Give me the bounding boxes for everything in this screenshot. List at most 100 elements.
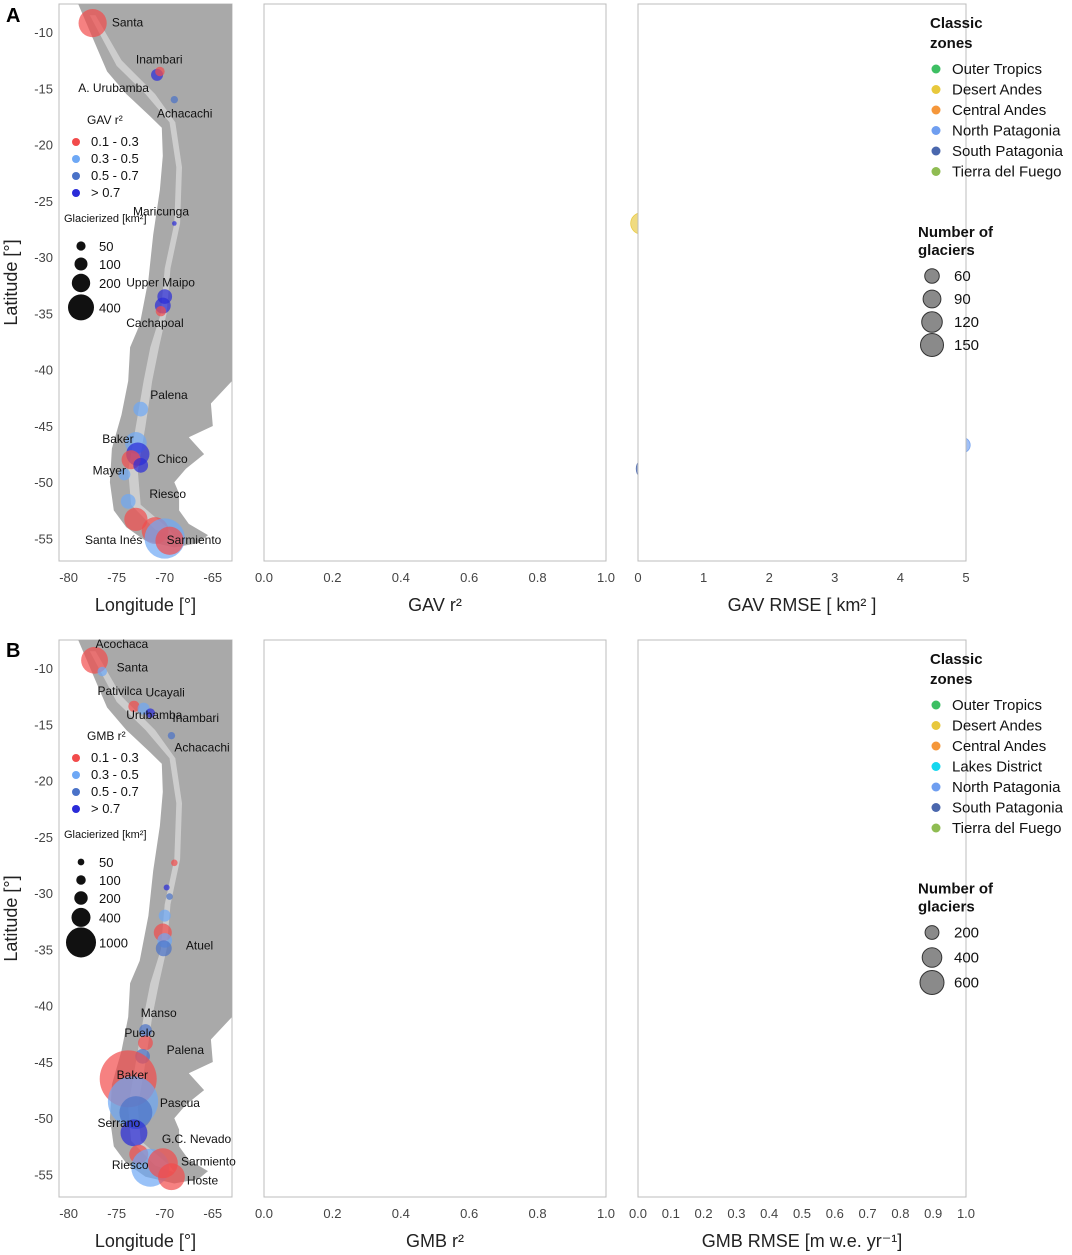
lat-tick-label: -25	[34, 830, 53, 845]
lon-tick-label: -75	[107, 1206, 126, 1221]
map-bubble	[170, 95, 179, 104]
map-bubble	[120, 494, 136, 509]
zone-label: Desert Andes	[952, 82, 1042, 99]
map-label: Achacachi	[174, 740, 229, 754]
land-mass	[59, 640, 232, 1184]
count-size-swatch	[921, 947, 943, 968]
map-label: Serrano	[97, 1116, 140, 1130]
zone-label: Outer Tropics	[952, 697, 1042, 714]
glacierized-size-label: 1000	[99, 935, 128, 950]
zone-legend-title: zones	[930, 35, 973, 52]
glacierized-size-swatch	[71, 907, 91, 927]
map-r2-legend-title: GAV r²	[87, 113, 123, 127]
map-label: Inambari	[136, 53, 183, 67]
lon-tick-label: -70	[155, 570, 174, 585]
glacierized-size-swatch	[68, 294, 94, 321]
x-axis-label: GAV r²	[408, 595, 462, 615]
map-bubble	[128, 700, 140, 713]
glacierized-size-label: 200	[99, 276, 121, 291]
x-tick-label: 0.3	[727, 1206, 745, 1221]
x-tick-label: 0.0	[629, 1206, 647, 1221]
count-size-label: 60	[954, 268, 971, 285]
map-bubble	[139, 1024, 152, 1037]
map-label: Baker	[117, 1068, 148, 1082]
zone-swatch	[931, 64, 941, 74]
lat-axis: -10 -15 -20 -25 -30 -35 -40 -45 -50 -55 Latitude […	[1, 25, 53, 546]
map-label: Manso	[141, 1006, 177, 1020]
lat-tick-label: -40	[34, 999, 53, 1014]
r2-class-label: 0.5 - 0.7	[91, 168, 139, 183]
map-label: Achacachi	[157, 107, 212, 121]
plot-frame	[263, 639, 607, 1198]
lat-tick-label: -30	[34, 886, 53, 901]
lat-tick-label: -50	[34, 1111, 53, 1126]
lat-tick-label: -30	[34, 250, 53, 265]
count-legend-title: Number of	[918, 224, 994, 241]
x-tick-label: 0.1	[662, 1206, 680, 1221]
x-tick-label: 0.4	[392, 570, 410, 585]
zone-swatch	[931, 105, 941, 115]
count-legend-title: Number of	[918, 881, 994, 898]
map-bubble	[155, 940, 172, 957]
map-bubble	[155, 526, 184, 555]
map-label: G.C. Nevado	[162, 1132, 232, 1146]
map-label: Riesco	[112, 1158, 149, 1172]
lat-tick-label: -45	[34, 1055, 53, 1070]
x-tick-label: 0.0	[255, 1206, 273, 1221]
count-size-swatch	[922, 289, 942, 309]
lon-tick-label: -70	[155, 1206, 174, 1221]
lat-tick-label: -45	[34, 419, 53, 434]
zone-legend-title: Classic	[930, 651, 983, 668]
zone-label: Desert Andes	[952, 718, 1042, 735]
r2-class-swatch	[72, 788, 80, 796]
zone-legend-title: zones	[930, 671, 973, 688]
zone-label: North Patagonia	[952, 123, 1061, 140]
x-tick-label: 0.4	[392, 1206, 410, 1221]
map-label: Upper Maipo	[126, 275, 195, 289]
latitude-axis-label: Latitude [°]	[1, 875, 21, 961]
map-label: Acochaca	[96, 637, 149, 651]
map-label: Chico	[157, 452, 188, 466]
zone-label: South Patagonia	[952, 800, 1064, 817]
lat-tick-label: -15	[34, 717, 53, 732]
zone-label: South Patagonia	[952, 143, 1064, 160]
lon-tick-label: -80	[59, 1206, 78, 1221]
x-tick-label: 0.9	[924, 1206, 942, 1221]
map-label: Pascua	[160, 1096, 200, 1110]
map-panel: Acochaca Santa Pativilca Ucayali UrubambaIna…	[58, 637, 236, 1198]
glacierized-size-swatch	[76, 875, 86, 885]
count-size-label: 200	[954, 925, 979, 942]
map-bubble	[172, 221, 177, 226]
map-label: Riesco	[149, 487, 186, 501]
lon-tick-label: -65	[203, 1206, 222, 1221]
map-label: Hoste	[187, 1174, 219, 1188]
zone-swatch	[931, 782, 941, 792]
r2-class-swatch	[72, 138, 80, 146]
lon-axis: -80 -75 -70 -65 Longitude [°]	[59, 570, 222, 615]
x-tick-label: 1.0	[597, 570, 615, 585]
x-tick-label: 0.4	[760, 1206, 778, 1221]
glacierized-size-swatch	[76, 241, 86, 251]
count-size-swatch	[919, 970, 945, 995]
map-label: Palena	[150, 388, 188, 402]
glacierized-size-label: 50	[99, 239, 113, 254]
zone-swatch	[931, 762, 941, 771]
map-bubble	[171, 859, 178, 867]
lat-tick-label: -55	[34, 531, 53, 546]
map-label: A. Urubamba	[78, 81, 149, 95]
map-label: Maricunga	[133, 205, 189, 219]
map-bubble	[166, 893, 173, 900]
map-bubble	[145, 708, 156, 718]
longitude-axis-label: Longitude [°]	[95, 595, 196, 615]
zone-label: Central Andes	[952, 102, 1046, 119]
x-tick-label: 0.6	[826, 1206, 844, 1221]
map-bubble	[155, 66, 165, 77]
map-label: Baker	[102, 432, 133, 446]
zone-label: North Patagonia	[952, 779, 1061, 796]
zone-swatch	[931, 146, 941, 156]
r2-class-label: 0.1 - 0.3	[91, 750, 139, 765]
zone-swatch	[931, 700, 941, 710]
lat-tick-label: -25	[34, 194, 53, 209]
x-tick-label: 0.0	[255, 570, 273, 585]
lat-tick-label: -55	[34, 1167, 53, 1182]
